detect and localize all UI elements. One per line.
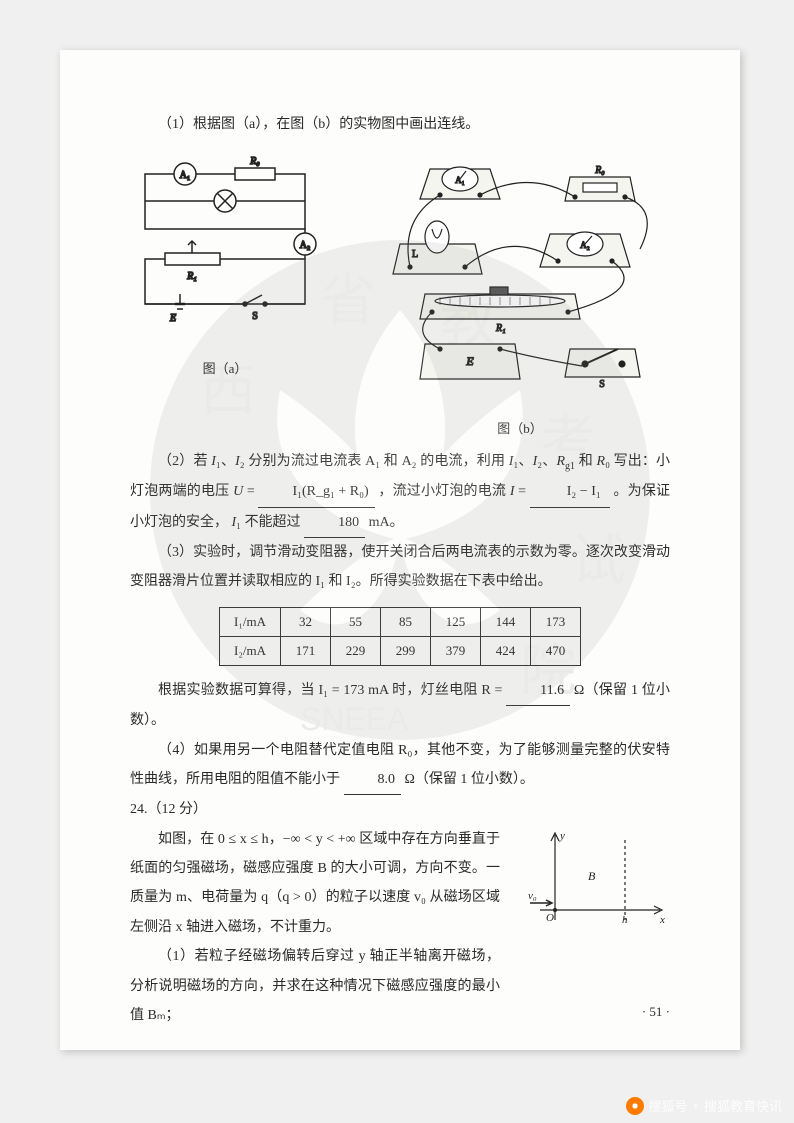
svg-text:R₁: R₁ [186,271,197,282]
q3r-prefix: 根据实验数据可算得，当 I₁ = 173 mA 时，灯丝电阻 R = [158,683,506,698]
svg-text:A₁: A₁ [455,175,465,185]
td: 470 [530,636,580,665]
td: 144 [480,607,530,636]
svg-text:E: E [169,313,176,324]
footer-author: 搜狐教育快讯 [704,1096,782,1115]
footer-brand: 搜狐号 [648,1096,687,1115]
td: 125 [430,607,480,636]
exam-page: 西 省 教 考 试 院 SNEEA （1）根据图（a），在图（b）的实物图中画出… [60,50,740,1050]
q4-suffix: Ω（保留 1 位小数）。 [405,772,534,787]
q2-body3: ，流过小灯泡的电流 [378,484,506,499]
td: 229 [330,636,380,665]
svg-text:A₁: A₁ [180,170,191,181]
q24-text-block: 如图，在 0 ≤ x ≤ h，−∞ < y < +∞ 区域中存在方向垂直于纸面的… [130,825,500,1031]
td: 379 [430,636,480,665]
q24-para1: 如图，在 0 ≤ x ≤ h，−∞ < y < +∞ 区域中存在方向垂直于纸面的… [130,825,500,943]
q2-unit: mA。 [369,515,404,530]
q2-body5: 不能超过 [245,515,301,530]
svg-text:v₀: v₀ [528,890,537,902]
svg-text:O: O [546,912,554,924]
fig-a-caption: 图（a） [130,358,320,377]
q2-i-answer: I₂ − I₁ [530,477,610,507]
th-i2: I₂/mA [220,636,281,665]
q2-body1: 分别为流过电流表 A₁ 和 A₂ 的电流，利用 [248,454,505,469]
td: 171 [280,636,330,665]
svg-text:x: x [659,914,665,926]
q3-result: 根据实验数据可算得，当 I₁ = 173 mA 时，灯丝电阻 R = 11.6 … [130,676,670,736]
data-table: I₁/mA 32 55 85 125 144 173 I₂/mA 171 229… [219,607,581,666]
td: 32 [280,607,330,636]
sohu-logo-icon [626,1097,644,1115]
svg-text:R₀: R₀ [249,156,260,167]
q1-text: （1）根据图（a），在图（b）的实物图中画出连线。 [130,110,670,139]
svg-text:h: h [622,914,628,926]
svg-text:L: L [412,249,418,260]
td: 85 [380,607,430,636]
svg-text:S: S [252,311,258,322]
figure-a-container: A₁ R₀ A₂ [130,149,320,437]
td: 424 [480,636,530,665]
footer-sep: • [693,1098,698,1113]
svg-text:y: y [559,830,565,842]
q24-para2: （1）若粒子经磁场偏转后穿过 y 轴正半轴离开磁场，分析说明磁场的方向，并求在这… [130,942,500,1030]
td: 173 [530,607,580,636]
table-row: I₁/mA 32 55 85 125 144 173 [220,607,581,636]
q4-value: 8.0 [344,765,402,795]
th-i1: I₁/mA [220,607,281,636]
svg-text:R₀: R₀ [594,165,605,176]
q24-number: 24.（12 分） [130,795,670,824]
footer-watermark: 搜狐号 • 搜狐教育快讯 [626,1096,782,1115]
q3-text: （3）实验时，调节滑动变阻器，使开关闭合后两电流表的示数为零。逐次改变滑动变阻器… [130,538,670,597]
page-number: · 51 · [642,1004,670,1020]
q3r-value: 11.6 [506,676,570,706]
svg-text:A₂: A₂ [300,240,311,251]
physical-diagram-b: A₁ R₀ L [370,149,670,409]
td: 55 [330,607,380,636]
fig-b-caption: 图（b） [370,418,670,437]
svg-text:A₂: A₂ [580,240,590,250]
table-row: I₂/mA 171 229 299 379 424 470 [220,636,581,665]
figure-row: A₁ R₀ A₂ [130,149,670,437]
circuit-diagram-a: A₁ R₀ A₂ [130,149,320,349]
svg-text:E: E [465,354,474,368]
q24-row: 如图，在 0 ≤ x ≤ h，−∞ < y < +∞ 区域中存在方向垂直于纸面的… [130,825,670,1031]
q2-imax: 180 [304,508,365,538]
coordinate-diagram: y x O h B v₀ [520,825,670,945]
q2-line: （2）若 I₁、I₂ 分别为流过电流表 A₁ 和 A₂ 的电流，利用 I₁、I₂… [130,447,670,538]
svg-text:R₁: R₁ [495,323,506,334]
q2-prefix: （2）若 [158,454,208,469]
q4-line: （4）如果用另一个电阻替代定值电阻 R₀，其他不变，为了能够测量完整的伏安特性曲… [130,736,670,796]
q2-u-answer: I₁(R_g₁ + R₀) [258,477,374,507]
svg-text:B: B [588,869,596,883]
td: 299 [380,636,430,665]
figure-b-container: A₁ R₀ L [370,149,670,437]
svg-text:S: S [599,379,605,390]
